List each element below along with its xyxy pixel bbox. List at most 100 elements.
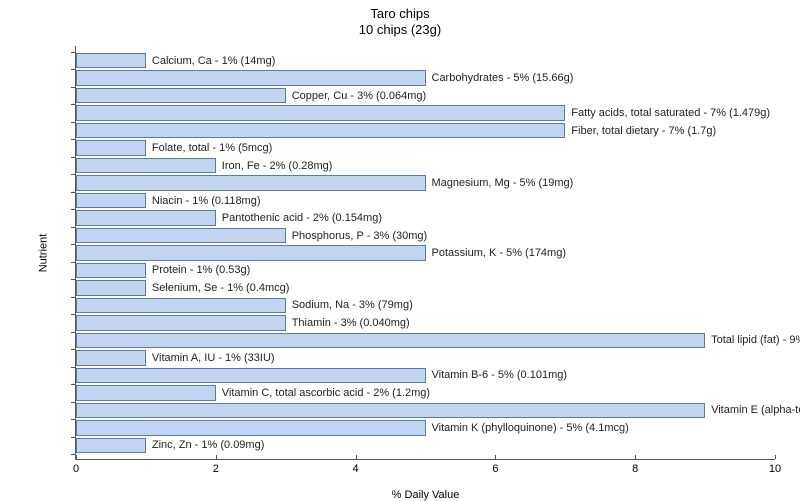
bar-label: Vitamin C, total ascorbic acid - 2% (1.2… [216,387,430,399]
bar-label: Folate, total - 1% (5mcg) [146,142,272,154]
bar [76,175,426,190]
table-row: Fatty acids, total saturated - 7% (1.479… [76,104,775,121]
y-tick-mark [71,437,76,438]
x-tick-label: 0 [73,463,79,475]
bar-label: Iron, Fe - 2% (0.28mg) [216,160,333,172]
table-row: Sodium, Na - 3% (79mg) [76,297,775,314]
x-axis-label: % Daily Value [392,489,460,501]
y-tick-mark [71,244,76,245]
bar-label: Calcium, Ca - 1% (14mg) [146,55,275,67]
y-tick-mark [71,52,76,53]
table-row: Pantothenic acid - 2% (0.154mg) [76,209,775,226]
bar-label: Pantothenic acid - 2% (0.154mg) [216,212,382,224]
bar [76,158,216,173]
bar [76,88,286,103]
table-row: Vitamin C, total ascorbic acid - 2% (1.2… [76,384,775,401]
bar-label: Vitamin A, IU - 1% (33IU) [146,352,275,364]
plot-area: Nutrient Calcium, Ca - 1% (14mg)Carbohyd… [75,46,775,460]
bar [76,105,565,120]
x-tick-label: 8 [632,463,638,475]
table-row: Selenium, Se - 1% (0.4mcg) [76,279,775,296]
y-tick-mark [71,367,76,368]
table-row: Zinc, Zn - 1% (0.09mg) [76,437,775,454]
table-row: Iron, Fe - 2% (0.28mg) [76,157,775,174]
x-tick-label: 6 [492,463,498,475]
bar-label: Vitamin E (alpha-tocopherol) - 9% (2.61m… [705,404,800,416]
y-tick-mark [71,139,76,140]
y-tick-mark [71,209,76,210]
x-tick-mark [356,455,357,459]
title-line-1: Taro chips [0,6,800,22]
table-row: Calcium, Ca - 1% (14mg) [76,52,775,69]
y-tick-mark [71,349,76,350]
x-tick-label: 2 [213,463,219,475]
x-tick-mark [495,455,496,459]
bar [76,193,146,208]
table-row: Vitamin K (phylloquinone) - 5% (4.1mcg) [76,419,775,436]
y-tick-mark [71,192,76,193]
y-tick-mark [71,87,76,88]
bar [76,245,426,260]
table-row: Phosphorus, P - 3% (30mg) [76,227,775,244]
bar [76,263,146,278]
title-line-2: 10 chips (23g) [0,22,800,38]
y-tick-mark [71,122,76,123]
table-row: Thiamin - 3% (0.040mg) [76,314,775,331]
bar [76,333,705,348]
bar-label: Protein - 1% (0.53g) [146,264,250,276]
bar [76,438,146,453]
x-tick-mark [775,455,776,459]
bar [76,210,216,225]
y-tick-mark [71,297,76,298]
x-tick-label: 10 [769,463,781,475]
bar-label: Vitamin K (phylloquinone) - 5% (4.1mcg) [426,422,629,434]
table-row: Total lipid (fat) - 9% (5.73g) [76,332,775,349]
y-axis-label: Nutrient [37,233,49,272]
table-row: Protein - 1% (0.53g) [76,262,775,279]
y-tick-mark [71,279,76,280]
table-row: Fiber, total dietary - 7% (1.7g) [76,122,775,139]
nutrition-chart: Taro chips 10 chips (23g) Nutrient Calci… [0,0,800,500]
x-axis: 0246810 [76,459,775,481]
y-tick-mark [71,227,76,228]
bar-label: Potassium, K - 5% (174mg) [426,247,567,259]
bar [76,298,286,313]
bar-label: Fiber, total dietary - 7% (1.7g) [565,125,716,137]
bar [76,403,705,418]
bar-label: Copper, Cu - 3% (0.064mg) [286,90,427,102]
bar [76,228,286,243]
bar-label: Carbohydrates - 5% (15.66g) [426,72,574,84]
y-tick-mark [71,174,76,175]
table-row: Niacin - 1% (0.118mg) [76,192,775,209]
y-tick-mark [71,454,76,455]
bar [76,368,426,383]
x-tick-mark [635,455,636,459]
y-tick-mark [71,69,76,70]
bar-label: Niacin - 1% (0.118mg) [146,195,261,207]
bar-label: Selenium, Se - 1% (0.4mcg) [146,282,290,294]
chart-title: Taro chips 10 chips (23g) [0,0,800,39]
y-tick-mark [71,419,76,420]
bar [76,350,146,365]
table-row: Copper, Cu - 3% (0.064mg) [76,87,775,104]
table-row: Vitamin E (alpha-tocopherol) - 9% (2.61m… [76,402,775,419]
table-row: Carbohydrates - 5% (15.66g) [76,69,775,86]
bar [76,280,146,295]
bar-label: Vitamin B-6 - 5% (0.101mg) [426,369,568,381]
bar [76,53,146,68]
bar-label: Zinc, Zn - 1% (0.09mg) [146,439,264,451]
bar-label: Magnesium, Mg - 5% (19mg) [426,177,574,189]
bar [76,140,146,155]
table-row: Magnesium, Mg - 5% (19mg) [76,174,775,191]
x-tick-mark [216,455,217,459]
bar-label: Phosphorus, P - 3% (30mg) [286,230,428,242]
bar [76,70,426,85]
x-tick-label: 4 [353,463,359,475]
y-tick-mark [71,262,76,263]
y-tick-mark [71,314,76,315]
y-tick-mark [71,402,76,403]
bar [76,315,286,330]
table-row: Vitamin B-6 - 5% (0.101mg) [76,367,775,384]
bar-label: Fatty acids, total saturated - 7% (1.479… [565,107,770,119]
bars-container: Calcium, Ca - 1% (14mg) Carbohydrates - 5… [76,46,775,459]
